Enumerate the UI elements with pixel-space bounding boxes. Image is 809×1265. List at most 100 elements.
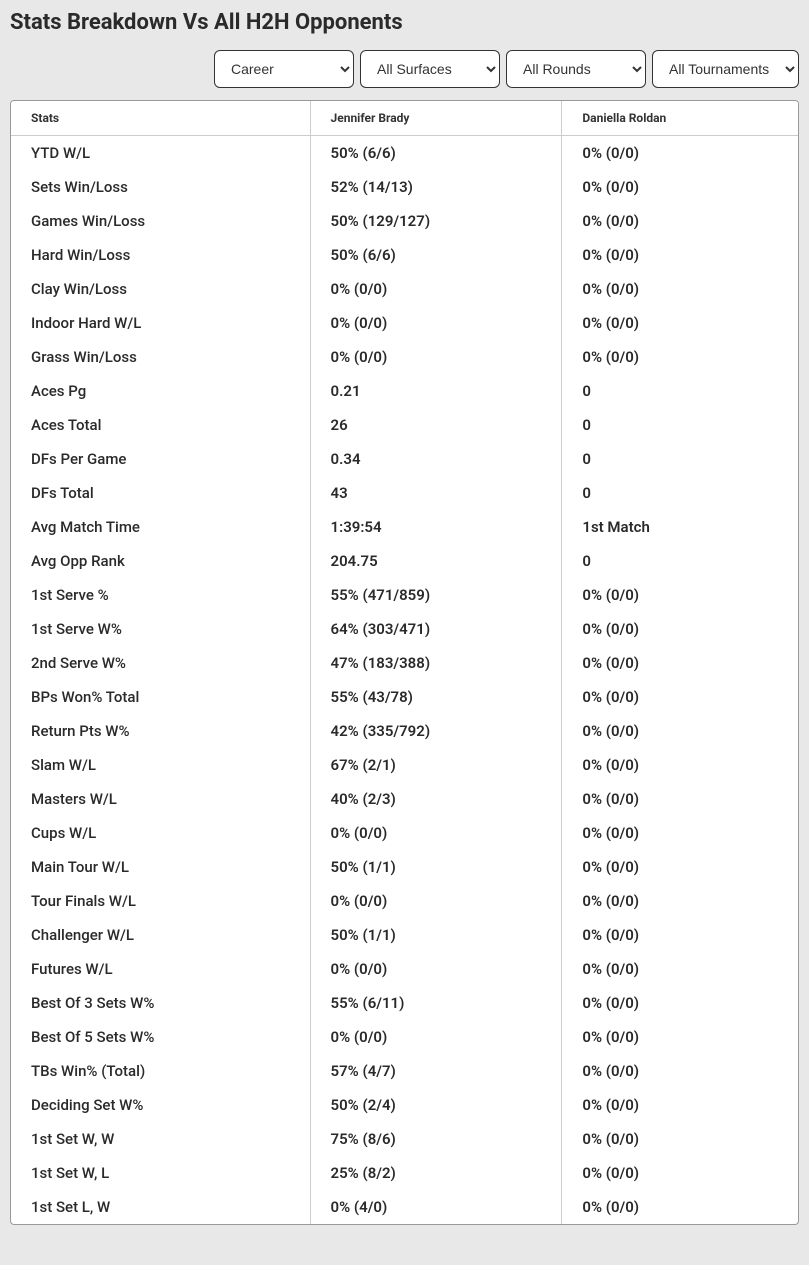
stat-label-cell: Indoor Hard W/L bbox=[11, 306, 310, 340]
stats-table: Stats Jennifer Brady Daniella Roldan YTD… bbox=[11, 101, 798, 1224]
stat-label-cell: Grass Win/Loss bbox=[11, 340, 310, 374]
table-row: Clay Win/Loss0% (0/0)0% (0/0) bbox=[11, 272, 798, 306]
stat-value-cell: 47% (183/388) bbox=[310, 646, 562, 680]
stat-label-cell: TBs Win% (Total) bbox=[11, 1054, 310, 1088]
table-header-row: Stats Jennifer Brady Daniella Roldan bbox=[11, 101, 798, 136]
stat-label-cell: 1st Set L, W bbox=[11, 1190, 310, 1224]
table-row: Aces Total260 bbox=[11, 408, 798, 442]
stat-label-cell: 1st Set W, W bbox=[11, 1122, 310, 1156]
stat-value-cell: 0% (0/0) bbox=[562, 306, 798, 340]
table-row: 1st Set W, W75% (8/6)0% (0/0) bbox=[11, 1122, 798, 1156]
stat-value-cell: 0% (0/0) bbox=[562, 1088, 798, 1122]
column-header-player1: Jennifer Brady bbox=[310, 101, 562, 136]
table-row: 1st Serve %55% (471/859)0% (0/0) bbox=[11, 578, 798, 612]
stat-value-cell: 50% (6/6) bbox=[310, 238, 562, 272]
table-row: Best Of 5 Sets W%0% (0/0)0% (0/0) bbox=[11, 1020, 798, 1054]
stat-value-cell: 40% (2/3) bbox=[310, 782, 562, 816]
stat-value-cell: 0% (0/0) bbox=[310, 306, 562, 340]
stat-value-cell: 0% (4/0) bbox=[310, 1190, 562, 1224]
table-row: YTD W/L50% (6/6)0% (0/0) bbox=[11, 136, 798, 171]
stat-value-cell: 0% (0/0) bbox=[310, 1020, 562, 1054]
stat-label-cell: Sets Win/Loss bbox=[11, 170, 310, 204]
table-row: TBs Win% (Total)57% (4/7)0% (0/0) bbox=[11, 1054, 798, 1088]
table-row: Aces Pg0.210 bbox=[11, 374, 798, 408]
table-row: DFs Total430 bbox=[11, 476, 798, 510]
stat-value-cell: 0% (0/0) bbox=[562, 646, 798, 680]
page-title: Stats Breakdown Vs All H2H Opponents bbox=[10, 10, 799, 35]
stat-label-cell: BPs Won% Total bbox=[11, 680, 310, 714]
stat-label-cell: Deciding Set W% bbox=[11, 1088, 310, 1122]
stat-value-cell: 55% (6/11) bbox=[310, 986, 562, 1020]
stat-value-cell: 0.34 bbox=[310, 442, 562, 476]
table-row: Sets Win/Loss52% (14/13)0% (0/0) bbox=[11, 170, 798, 204]
stat-value-cell: 57% (4/7) bbox=[310, 1054, 562, 1088]
column-header-stats: Stats bbox=[11, 101, 310, 136]
stats-table-container: Stats Jennifer Brady Daniella Roldan YTD… bbox=[10, 100, 799, 1225]
table-row: Slam W/L67% (2/1)0% (0/0) bbox=[11, 748, 798, 782]
stat-value-cell: 0% (0/0) bbox=[562, 136, 798, 171]
filters-row: Career All Surfaces All Rounds All Tourn… bbox=[10, 50, 799, 88]
stat-value-cell: 55% (471/859) bbox=[310, 578, 562, 612]
stat-value-cell: 0% (0/0) bbox=[562, 952, 798, 986]
round-select[interactable]: All Rounds bbox=[506, 50, 646, 88]
table-row: Avg Match Time1:39:541st Match bbox=[11, 510, 798, 544]
stat-label-cell: Aces Pg bbox=[11, 374, 310, 408]
stat-value-cell: 25% (8/2) bbox=[310, 1156, 562, 1190]
stat-label-cell: Avg Opp Rank bbox=[11, 544, 310, 578]
stat-value-cell: 50% (1/1) bbox=[310, 850, 562, 884]
table-row: Hard Win/Loss50% (6/6)0% (0/0) bbox=[11, 238, 798, 272]
stat-value-cell: 0% (0/0) bbox=[562, 612, 798, 646]
stat-label-cell: Slam W/L bbox=[11, 748, 310, 782]
stat-value-cell: 0% (0/0) bbox=[310, 952, 562, 986]
stat-value-cell: 0% (0/0) bbox=[562, 578, 798, 612]
stat-value-cell: 0 bbox=[562, 544, 798, 578]
stat-value-cell: 0% (0/0) bbox=[562, 272, 798, 306]
stat-label-cell: Avg Match Time bbox=[11, 510, 310, 544]
stat-value-cell: 0% (0/0) bbox=[562, 748, 798, 782]
stat-value-cell: 0% (0/0) bbox=[562, 782, 798, 816]
stat-label-cell: Best Of 5 Sets W% bbox=[11, 1020, 310, 1054]
stat-label-cell: DFs Total bbox=[11, 476, 310, 510]
stat-value-cell: 0% (0/0) bbox=[562, 1122, 798, 1156]
table-row: Tour Finals W/L0% (0/0)0% (0/0) bbox=[11, 884, 798, 918]
stat-value-cell: 0 bbox=[562, 442, 798, 476]
stat-value-cell: 42% (335/792) bbox=[310, 714, 562, 748]
stat-value-cell: 1st Match bbox=[562, 510, 798, 544]
stat-label-cell: 1st Serve W% bbox=[11, 612, 310, 646]
stat-value-cell: 50% (2/4) bbox=[310, 1088, 562, 1122]
table-row: Avg Opp Rank204.750 bbox=[11, 544, 798, 578]
stat-value-cell: 0% (0/0) bbox=[562, 238, 798, 272]
tournament-select[interactable]: All Tournaments bbox=[652, 50, 799, 88]
stat-value-cell: 0 bbox=[562, 374, 798, 408]
stat-value-cell: 43 bbox=[310, 476, 562, 510]
table-row: Games Win/Loss50% (129/127)0% (0/0) bbox=[11, 204, 798, 238]
table-row: 1st Set W, L25% (8/2)0% (0/0) bbox=[11, 1156, 798, 1190]
stat-value-cell: 0% (0/0) bbox=[562, 986, 798, 1020]
table-row: 2nd Serve W%47% (183/388)0% (0/0) bbox=[11, 646, 798, 680]
stat-value-cell: 0% (0/0) bbox=[562, 714, 798, 748]
table-row: DFs Per Game0.340 bbox=[11, 442, 798, 476]
stat-label-cell: Clay Win/Loss bbox=[11, 272, 310, 306]
stat-value-cell: 0% (0/0) bbox=[562, 204, 798, 238]
column-header-player2: Daniella Roldan bbox=[562, 101, 798, 136]
table-row: Masters W/L40% (2/3)0% (0/0) bbox=[11, 782, 798, 816]
stat-label-cell: Games Win/Loss bbox=[11, 204, 310, 238]
stat-label-cell: Tour Finals W/L bbox=[11, 884, 310, 918]
stat-label-cell: Aces Total bbox=[11, 408, 310, 442]
table-row: Deciding Set W%50% (2/4)0% (0/0) bbox=[11, 1088, 798, 1122]
stat-value-cell: 0% (0/0) bbox=[562, 884, 798, 918]
stat-value-cell: 1:39:54 bbox=[310, 510, 562, 544]
table-row: Cups W/L0% (0/0)0% (0/0) bbox=[11, 816, 798, 850]
stat-value-cell: 0% (0/0) bbox=[310, 272, 562, 306]
stat-label-cell: 2nd Serve W% bbox=[11, 646, 310, 680]
stat-label-cell: DFs Per Game bbox=[11, 442, 310, 476]
stat-label-cell: Futures W/L bbox=[11, 952, 310, 986]
stat-label-cell: 1st Serve % bbox=[11, 578, 310, 612]
table-row: Grass Win/Loss0% (0/0)0% (0/0) bbox=[11, 340, 798, 374]
surface-select[interactable]: All Surfaces bbox=[360, 50, 500, 88]
stat-value-cell: 50% (129/127) bbox=[310, 204, 562, 238]
period-select[interactable]: Career bbox=[214, 50, 354, 88]
stat-value-cell: 0 bbox=[562, 408, 798, 442]
stat-value-cell: 50% (6/6) bbox=[310, 136, 562, 171]
stat-value-cell: 0% (0/0) bbox=[562, 1156, 798, 1190]
